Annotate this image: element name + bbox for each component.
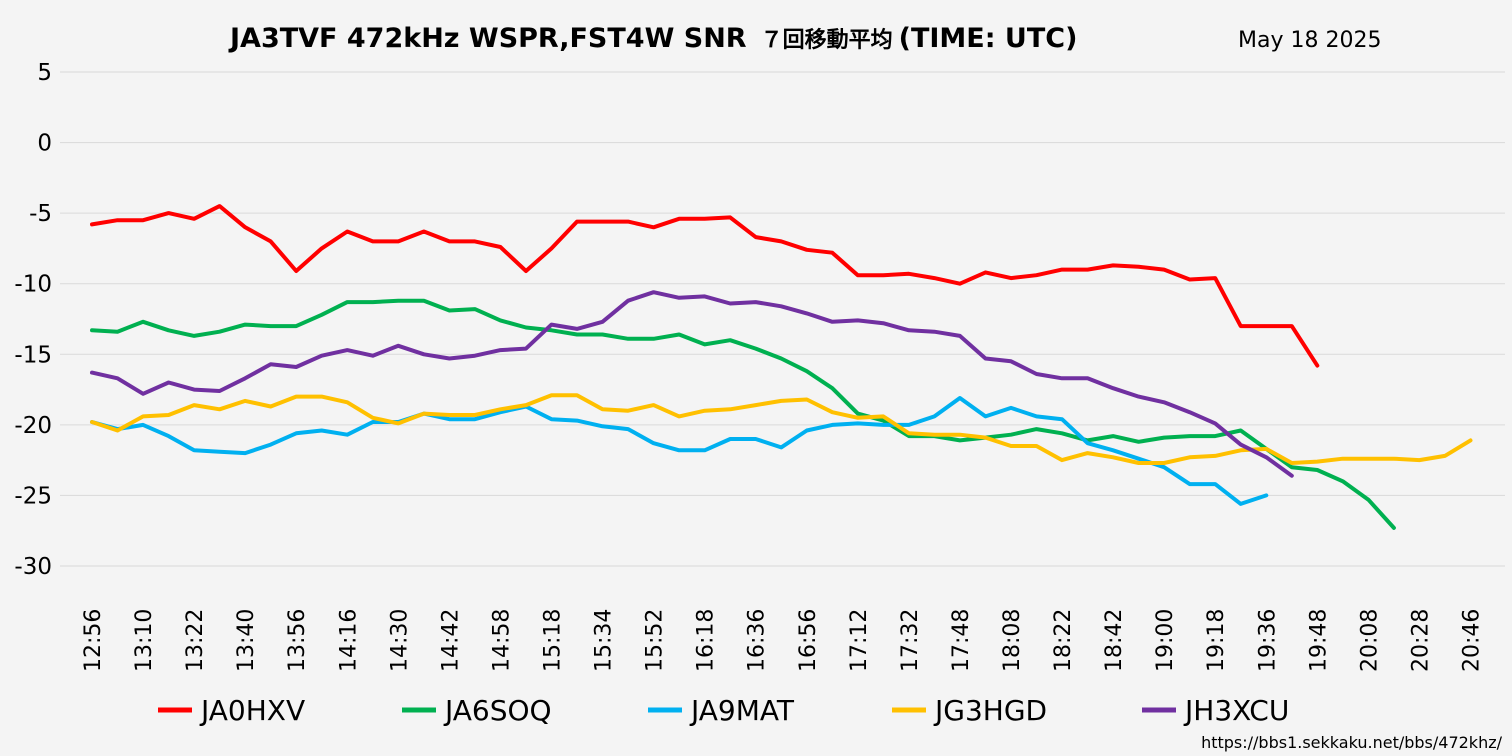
x-tick-label: 16:36 [745, 609, 770, 672]
x-tick-label: 17:48 [949, 609, 974, 672]
x-tick-label: 20:46 [1459, 609, 1484, 672]
x-tick-label: 16:56 [796, 609, 821, 672]
y-tick-label: -20 [14, 413, 52, 439]
x-tick-label: 18:42 [1102, 609, 1127, 672]
x-axis-ticks: 12:56 13:10 13:22 13:40 13:56 14:16 14:30 14:42… [81, 609, 1484, 672]
y-tick-label: 0 [37, 131, 52, 157]
series-line-ja0hxv [90, 204, 1320, 368]
legend-label-ja9mat: JA9MAT [689, 694, 795, 727]
x-tick-label: 13:22 [183, 609, 208, 672]
x-tick-label: 19:48 [1306, 609, 1331, 672]
x-tick-label: 19:36 [1255, 609, 1280, 672]
series-layer [90, 204, 1473, 530]
x-tick-label: 13:56 [285, 609, 310, 672]
legend-label-ja6soq: JA6SOQ [443, 694, 552, 727]
series-line-ja9mat [90, 396, 1269, 506]
series-line-jh3xcu [90, 290, 1294, 478]
chart-title-main: JA3TVF 472kHz WSPR,FST4W SNR [228, 23, 747, 54]
y-tick-label: 5 [37, 60, 52, 86]
x-tick-label: 18:22 [1051, 609, 1076, 672]
source-url[interactable]: https://bbs1.sekkaku.net/bbs/472khz/ [1201, 733, 1503, 752]
legend-label-jh3xcu: JH3XCU [1183, 694, 1289, 727]
x-tick-label: 13:10 [132, 609, 157, 672]
x-tick-label: 14:58 [489, 609, 514, 672]
y-tick-label: -5 [29, 201, 52, 227]
x-tick-label: 14:42 [438, 609, 463, 672]
x-tick-label: 12:56 [81, 609, 106, 672]
x-tick-label: 19:00 [1153, 609, 1178, 672]
legend-label-ja0hxv: JA0HXV [199, 694, 305, 727]
series-line-ja6soq [90, 298, 1396, 530]
x-tick-label: 19:18 [1204, 609, 1229, 672]
y-tick-label: -25 [14, 483, 52, 509]
x-tick-label: 14:16 [336, 609, 361, 672]
x-tick-label: 13:40 [234, 609, 259, 672]
x-tick-label: 17:12 [847, 609, 872, 672]
x-tick-label: 18:08 [1000, 609, 1025, 672]
x-tick-label: 15:52 [643, 609, 668, 672]
series-line-jg3hgd [90, 393, 1473, 465]
chart-title: JA3TVF 472kHz WSPR,FST4W SNR ７回移動平均 (TIME:… [228, 23, 1077, 54]
x-tick-label: 14:30 [387, 609, 412, 672]
x-tick-label: 16:18 [694, 609, 719, 672]
x-tick-label: 20:08 [1357, 609, 1382, 672]
y-tick-label: -10 [14, 272, 52, 298]
grid-layer [60, 71, 1505, 567]
y-axis-ticks: 5 0 -5 -10 -15 -20 -25 -30 [14, 60, 52, 580]
x-tick-label: 17:32 [898, 609, 923, 672]
chart-title-suffix-b: (TIME: UTC) [899, 23, 1078, 54]
y-tick-label: -30 [14, 554, 52, 580]
legend-label-jg3hgd: JG3HGD [933, 694, 1047, 727]
x-tick-label: 15:18 [540, 609, 565, 672]
chart-date: May 18 2025 [1238, 28, 1381, 53]
y-tick-label: -15 [14, 342, 52, 368]
x-tick-label: 20:28 [1408, 609, 1433, 672]
legend: JA0HXV JA6SOQ JA9MAT JG3HGD JH3XCU [158, 694, 1289, 727]
chart-title-suffix-a: ７回移動平均 [761, 27, 893, 53]
x-tick-label: 15:34 [592, 609, 617, 672]
